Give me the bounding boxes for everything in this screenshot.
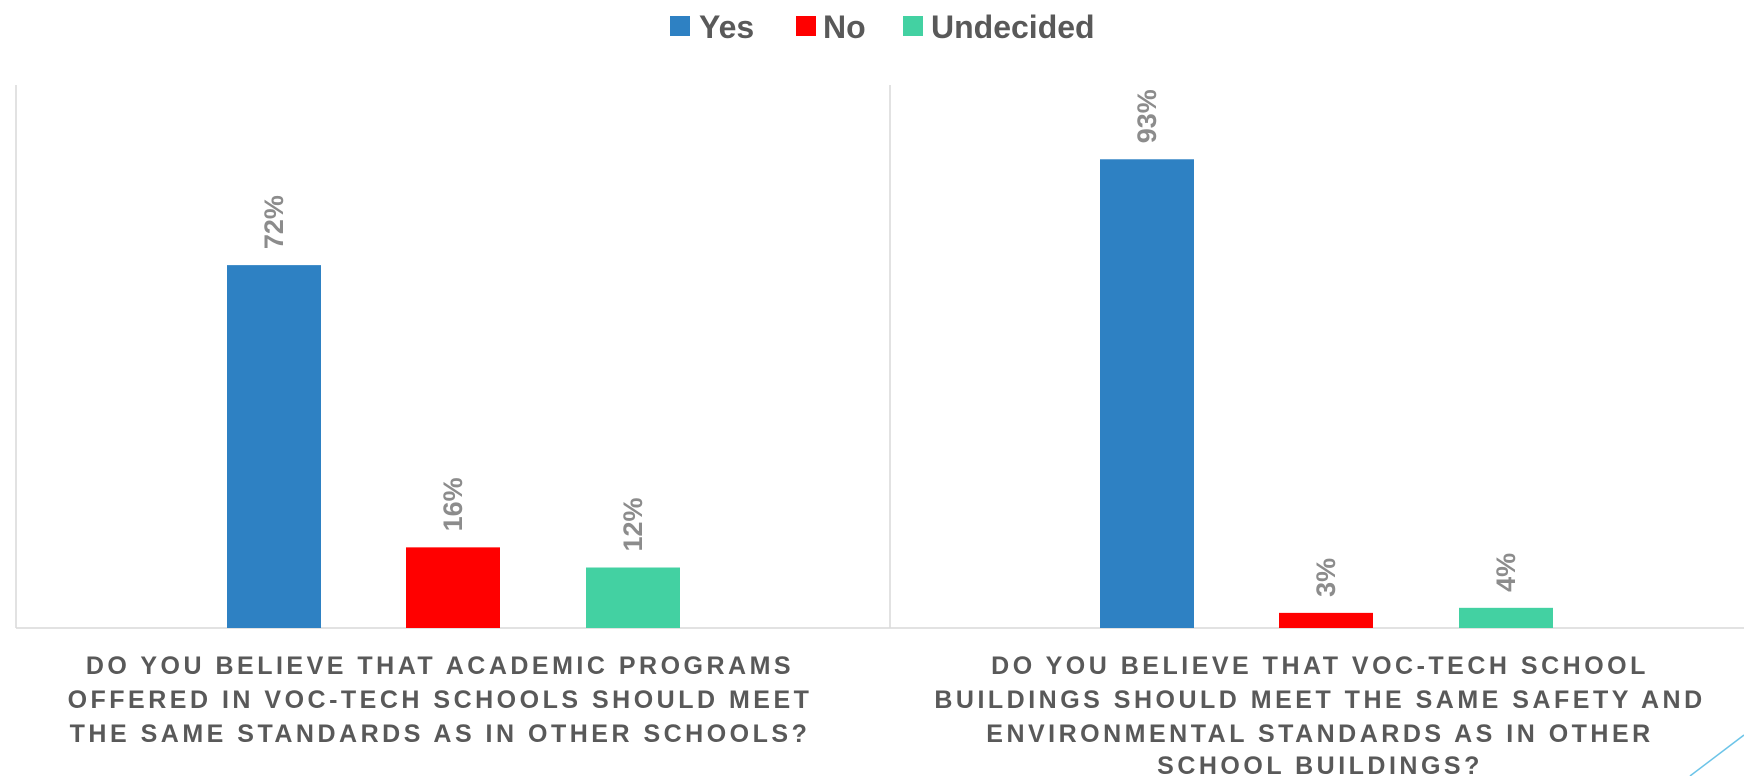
legend-swatch-no bbox=[796, 16, 816, 36]
data-label-no-1: 16% bbox=[438, 477, 468, 531]
bar-yes-1 bbox=[227, 265, 321, 628]
category-labels: DO YOU BELIEVE THAT ACADEMIC PROGRAMS OFF… bbox=[68, 652, 1705, 776]
decoration bbox=[1689, 734, 1744, 776]
category-label-1-line-2: OFFERED IN VOC-TECH SCHOOLS SHOULD MEET bbox=[68, 686, 813, 714]
category-label-1-line-3: THE SAME STANDARDS AS IN OTHER SCHOOLS? bbox=[70, 720, 811, 748]
bars bbox=[227, 159, 1553, 628]
accent-line bbox=[1689, 734, 1744, 776]
data-label-yes-2: 93% bbox=[1132, 89, 1162, 143]
legend: Yes No Undecided bbox=[670, 9, 1095, 45]
legend-label-yes: Yes bbox=[699, 9, 754, 45]
data-label-yes-1: 72% bbox=[259, 195, 289, 249]
bar-undecided-2 bbox=[1459, 607, 1553, 628]
category-label-1-line-1: DO YOU BELIEVE THAT ACADEMIC PROGRAMS bbox=[86, 652, 794, 680]
legend-swatch-yes bbox=[670, 16, 690, 36]
category-label-2-line-4: SCHOOL BUILDINGS? bbox=[1157, 752, 1483, 776]
legend-label-undecided: Undecided bbox=[931, 9, 1095, 45]
category-label-2-line-3: ENVIRONMENTAL STANDARDS AS IN OTHER bbox=[986, 720, 1653, 748]
bar-yes-2 bbox=[1100, 159, 1194, 628]
bar-no-1 bbox=[406, 547, 500, 628]
bar-no-2 bbox=[1279, 612, 1373, 628]
data-labels: 72% 16% 12% 93% 3% 4% bbox=[259, 89, 1521, 597]
legend-swatch-undecided bbox=[903, 16, 923, 36]
category-label-2-line-2: BUILDINGS SHOULD MEET THE SAME SAFETY AN… bbox=[934, 686, 1705, 714]
data-label-undecided-1: 12% bbox=[618, 497, 648, 551]
legend-label-no: No bbox=[823, 9, 866, 45]
category-label-2-line-1: DO YOU BELIEVE THAT VOC-TECH SCHOOL bbox=[991, 652, 1649, 680]
data-label-undecided-2: 4% bbox=[1491, 553, 1521, 592]
bar-undecided-1 bbox=[586, 567, 680, 628]
data-label-no-2: 3% bbox=[1311, 558, 1341, 597]
